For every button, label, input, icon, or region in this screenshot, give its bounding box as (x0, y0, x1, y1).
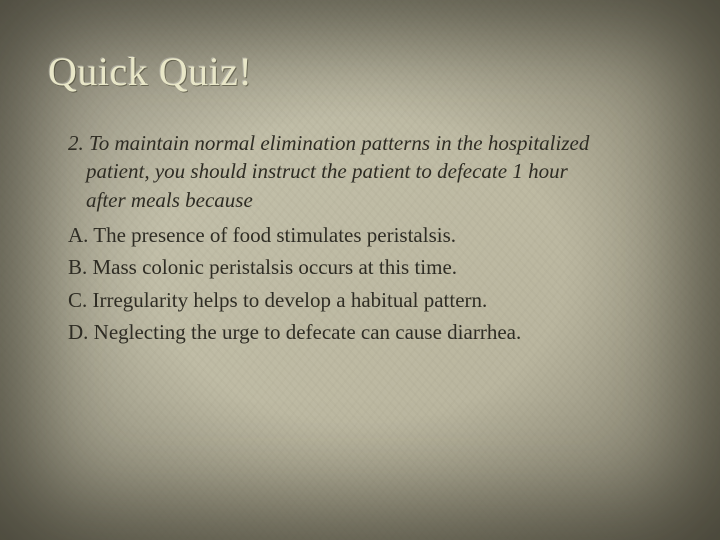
quiz-option-d: D. Neglecting the urge to defecate can c… (68, 317, 608, 347)
question-number: 2. (68, 131, 84, 155)
slide-title: Quick Quiz! (48, 48, 672, 95)
quiz-question: 2. To maintain normal elimination patter… (68, 129, 608, 214)
quiz-option-c: C. Irregularity helps to develop a habit… (68, 285, 608, 315)
slide-content: 2. To maintain normal elimination patter… (48, 129, 608, 348)
question-text: To maintain normal elimination patterns … (86, 131, 589, 212)
quiz-option-a: A. The presence of food stimulates peris… (68, 220, 608, 250)
quiz-option-b: B. Mass colonic peristalsis occurs at th… (68, 252, 608, 282)
slide: Quick Quiz! 2. To maintain normal elimin… (0, 0, 720, 540)
